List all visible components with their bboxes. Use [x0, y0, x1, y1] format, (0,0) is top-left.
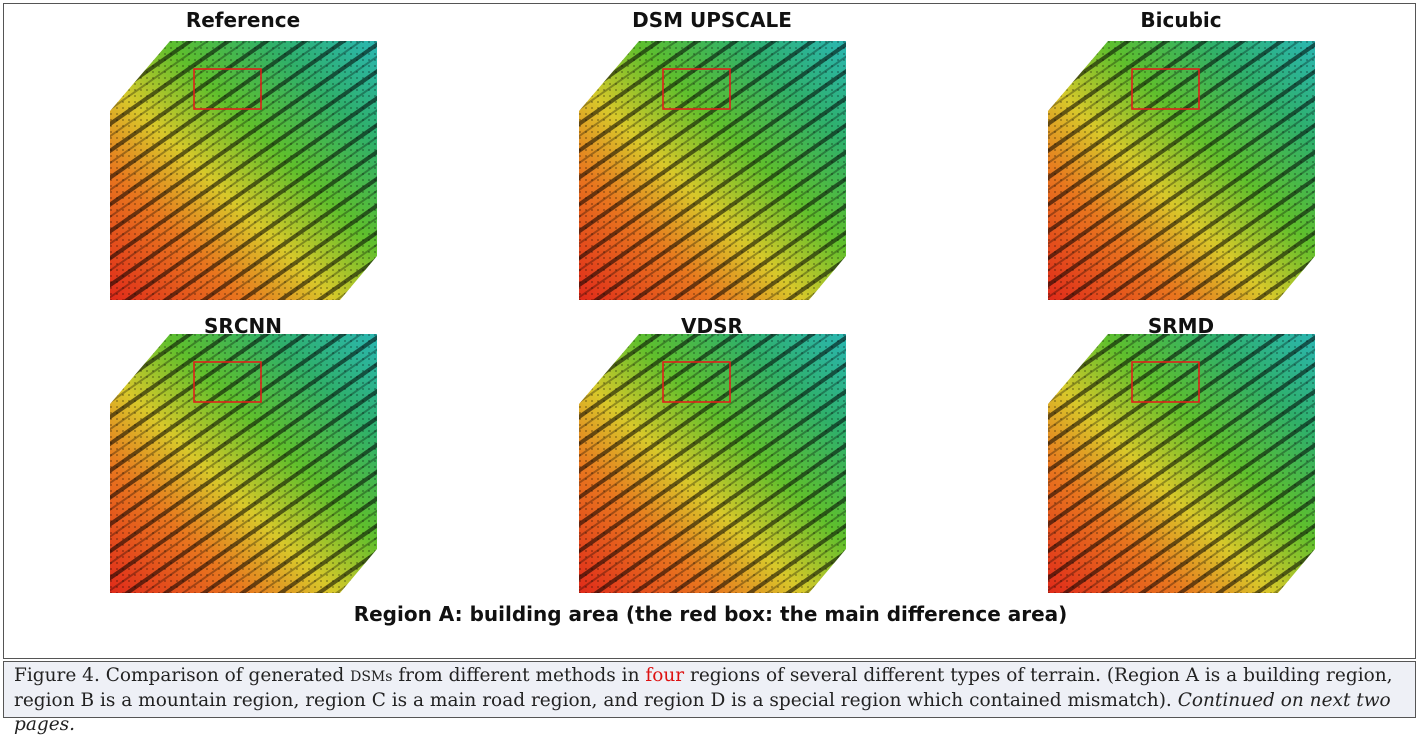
caption-text: from different methods in — [392, 665, 645, 686]
dsm-image — [579, 41, 846, 300]
panel-title: Reference — [93, 8, 393, 32]
region-label: Region A: building area (the red box: th… — [4, 602, 1417, 626]
panel-title: Bicubic — [1031, 8, 1331, 32]
caption: Figure 4. Comparison of generated DSMs f… — [3, 661, 1416, 718]
dsm-image — [110, 41, 377, 300]
caption-text: Figure 4. Comparison of generated — [14, 665, 350, 686]
dsm-image — [110, 334, 377, 593]
figure: Region A: building area (the red box: th… — [3, 3, 1416, 659]
dsm-image — [579, 334, 846, 593]
caption-abbr: DSMs — [350, 669, 392, 685]
dsm-image — [1048, 41, 1315, 300]
dsm-image — [1048, 334, 1315, 593]
panel-title: DSM UPSCALE — [562, 8, 862, 32]
page: Region A: building area (the red box: th… — [0, 0, 1421, 720]
caption-highlight: four — [645, 665, 684, 686]
